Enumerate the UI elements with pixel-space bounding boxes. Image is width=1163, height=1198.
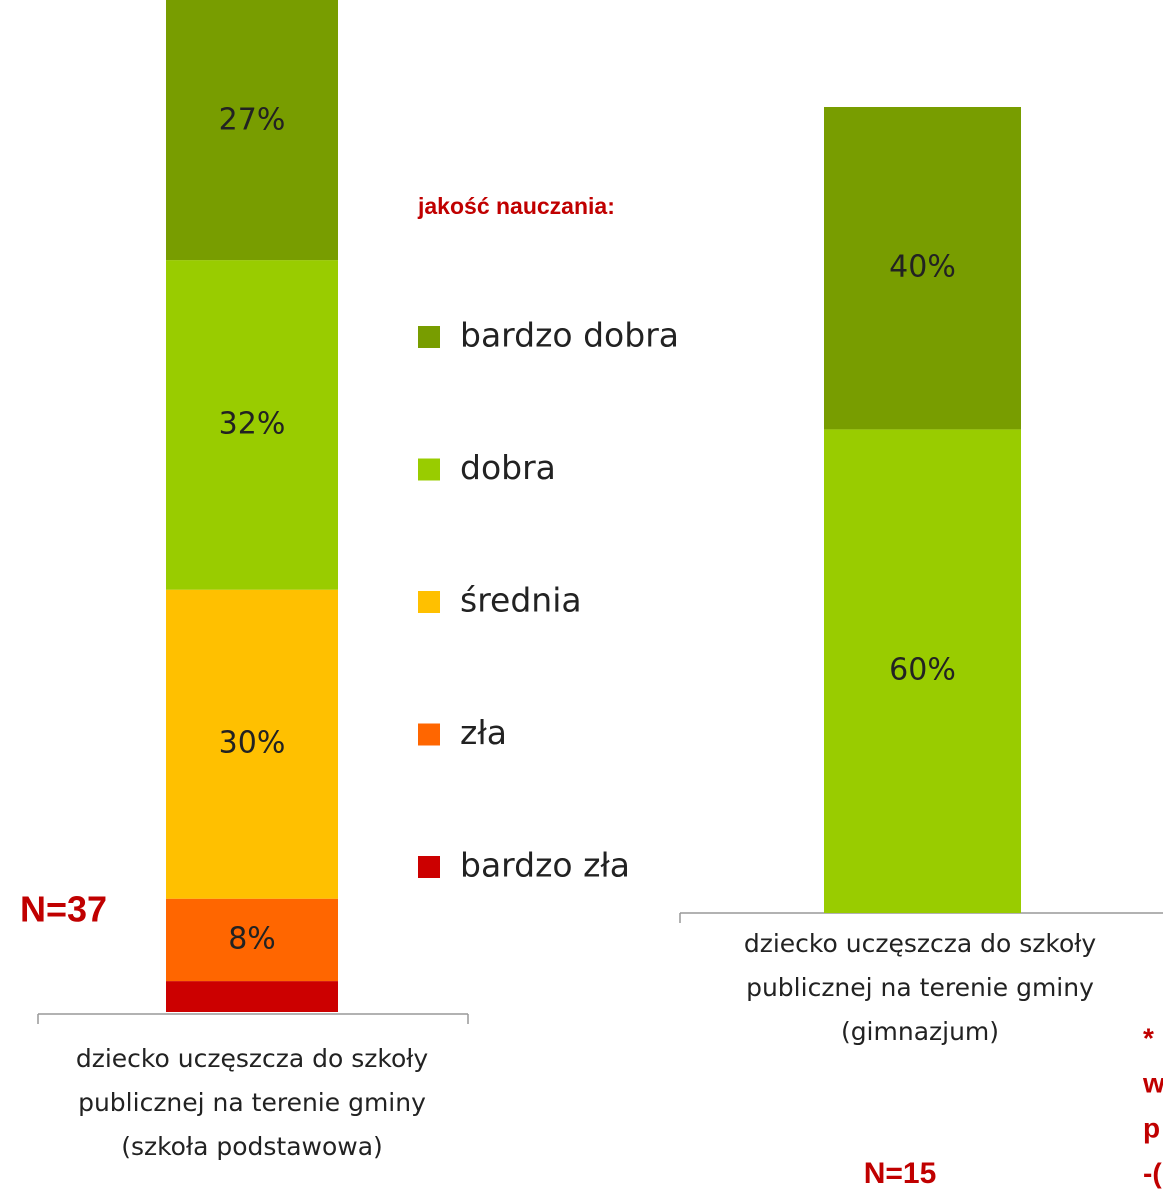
annotation: N=37 — [20, 889, 107, 930]
bar-segment — [824, 429, 1021, 913]
legend-swatch — [418, 591, 440, 613]
note: -( — [1143, 1157, 1162, 1188]
annotation: N=15 — [864, 1157, 937, 1190]
bar-segment — [166, 898, 338, 982]
bar-segment — [824, 107, 1021, 430]
note: p — [1143, 1112, 1160, 1143]
data-label: 60% — [889, 653, 956, 688]
legend-swatch — [418, 326, 440, 348]
data-label: 8% — [228, 921, 276, 956]
legend-label: bardzo dobra — [460, 316, 679, 355]
bar-segment — [166, 0, 338, 261]
category-label: dziecko uczęszcza do szkoły — [76, 1044, 429, 1073]
legend-label: bardzo zła — [460, 846, 630, 885]
category-label: (szkoła podstawowa) — [121, 1132, 383, 1161]
data-label: 27% — [219, 103, 286, 138]
legend-title: jakość nauczania: — [417, 193, 615, 219]
data-label: 40% — [889, 250, 956, 285]
bar-segment — [166, 589, 338, 899]
category-label: (gimnazjum) — [841, 1017, 999, 1046]
note: w — [1142, 1067, 1163, 1098]
legend-label: zła — [460, 713, 507, 752]
legend-label: średnia — [460, 581, 582, 620]
legend-label: dobra — [460, 448, 556, 487]
bar-segment — [166, 981, 338, 1012]
category-label: dziecko uczęszcza do szkoły — [744, 929, 1097, 958]
legend-swatch — [418, 458, 440, 481]
category-label: publicznej na terenie gminy — [78, 1088, 426, 1117]
data-label: 30% — [219, 726, 286, 761]
legend-swatch — [418, 856, 440, 878]
bar-segment — [166, 260, 338, 590]
data-label: 32% — [219, 406, 286, 441]
legend-swatch — [418, 723, 440, 746]
category-label: publicznej na terenie gminy — [746, 973, 1094, 1002]
note: * — [1143, 1022, 1154, 1053]
